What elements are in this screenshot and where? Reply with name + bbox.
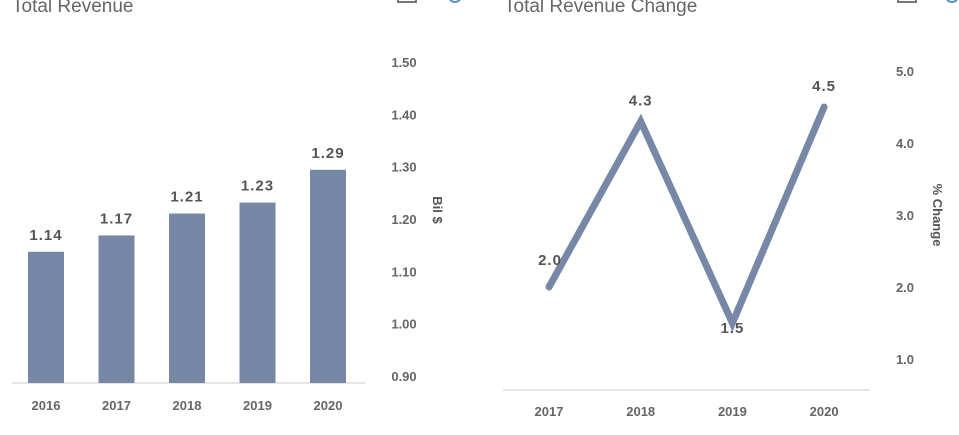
y-axis-label: Bil $ (430, 196, 445, 224)
y-axis-label-2: % Change (930, 184, 945, 247)
x-tick-2019: 2019 (243, 398, 272, 413)
x-tick-2020: 2020 (810, 404, 839, 419)
data-label-2017: 1.17 (100, 210, 133, 227)
data-label-2019: 1.23 (241, 178, 274, 195)
point-2019 (730, 321, 735, 325)
revenue-change-chart-title: Total Revenue Change (504, 0, 698, 17)
bar-chart-menu-icon[interactable] (397, 0, 417, 3)
x-tick-2017: 2017 (102, 398, 131, 413)
y-tick-3.0: 3.0 (896, 208, 914, 223)
line-chart-search-icon[interactable] (946, 0, 958, 3)
point-2018 (638, 119, 643, 124)
y-tick-1.40: 1.40 (391, 107, 416, 122)
revenue-change-line (545, 103, 828, 332)
revenue-chart-title: Total Revenue (12, 0, 134, 17)
data-label-2019: 1.5 (720, 320, 744, 337)
y-tick-5.0: 5.0 (896, 64, 914, 79)
x-tick-2016: 2016 (32, 398, 61, 413)
x-tick-2020: 2020 (314, 398, 343, 413)
data-label-2018: 1.21 (170, 189, 203, 206)
y-tick-1.0: 1.0 (896, 352, 914, 367)
point-2020 (822, 105, 827, 109)
bar-2018 (169, 213, 205, 383)
point-2017 (547, 285, 551, 289)
data-label-2018: 4.3 (629, 92, 653, 109)
data-label-2016: 1.14 (29, 227, 62, 244)
data-label-2020: 1.29 (311, 145, 344, 162)
line-chart-menu-icon[interactable] (897, 0, 917, 3)
bar-chart-search-icon[interactable] (449, 0, 461, 3)
bar-2019 (239, 202, 276, 383)
y-tick-1.50: 1.50 (391, 55, 416, 70)
y-tick-1.20: 1.20 (391, 212, 416, 227)
x-tick-2017: 2017 (535, 404, 564, 419)
y-tick-0.90: 0.90 (391, 369, 416, 384)
data-label-2017: 2.0 (538, 252, 562, 269)
y-tick-1.10: 1.10 (391, 264, 416, 279)
bar-2016 (28, 251, 64, 383)
y-tick-1.00: 1.00 (391, 317, 416, 332)
bar-2017 (98, 235, 135, 383)
x-tick-2018: 2018 (626, 404, 655, 419)
x-tick-2019: 2019 (718, 404, 747, 419)
y-tick-4.0: 4.0 (896, 136, 914, 151)
y-tick-2.0: 2.0 (896, 280, 914, 295)
bar-2020 (310, 169, 346, 383)
y-tick-1.30: 1.30 (391, 160, 416, 175)
x-tick-2018: 2018 (173, 398, 202, 413)
data-label-2020: 4.5 (812, 78, 836, 95)
